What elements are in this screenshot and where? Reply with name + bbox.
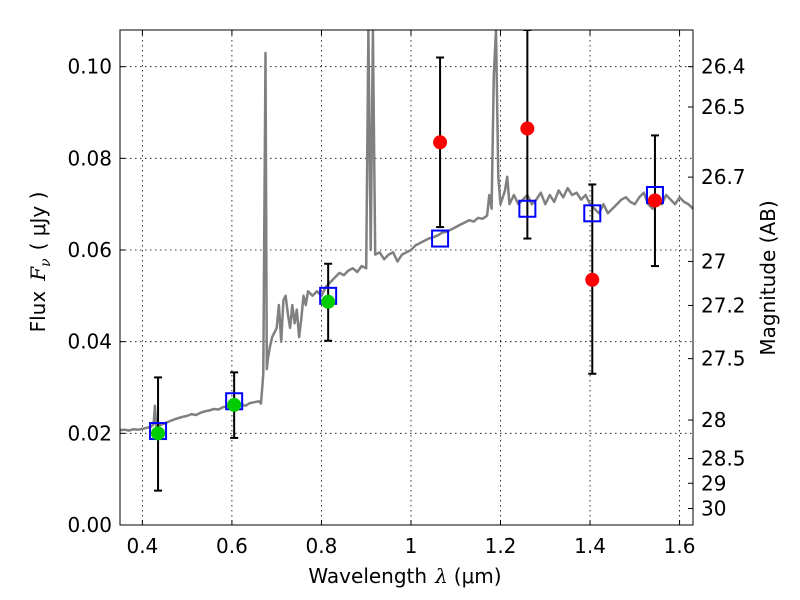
x-tick-label: 0.6 <box>216 534 248 558</box>
right-tick-label: 29 <box>701 471 726 495</box>
right-axis-title: Magnitude (AB) <box>756 200 780 355</box>
model-photometry-square <box>431 229 450 248</box>
x-tick-label: 0.8 <box>306 534 338 558</box>
right-tick-label: 26.5 <box>701 95 746 119</box>
detection-point <box>151 426 166 441</box>
grid-lines <box>120 30 693 525</box>
y-tick-label: 0.06 <box>67 238 112 262</box>
right-tick-label: 26.4 <box>701 55 746 79</box>
upper-limit-point <box>585 272 600 287</box>
plot-area <box>120 30 693 492</box>
model-spectrum-line <box>120 30 693 432</box>
y-tick-label: 0.08 <box>67 146 112 170</box>
right-tick-label: 26.7 <box>701 165 746 189</box>
upper-limit-point <box>433 135 448 150</box>
right-tick-label: 28 <box>701 408 726 432</box>
x-tick-label: 1.4 <box>574 534 606 558</box>
detection-point <box>227 397 242 412</box>
y-tick-label: 0.10 <box>67 55 112 79</box>
y-tick-label: 0.00 <box>67 513 112 537</box>
x-tick-label: 1.6 <box>664 534 696 558</box>
right-tick-label: 28.5 <box>701 447 746 471</box>
upper-limit-point <box>520 121 535 136</box>
plot-frame <box>119 29 694 526</box>
x-tick-label: 1.2 <box>485 534 517 558</box>
detection-point <box>321 294 336 309</box>
x-axis-title: Wavelength λ (μm) <box>308 564 501 588</box>
right-tick-label: 27 <box>701 249 726 273</box>
y-tick-label: 0.02 <box>67 421 112 445</box>
axis-ticks: 0.4 0.6 0.8 1 1.2 1.4 1.6 0.00 0.02 0.04 0.06 0.08 0… <box>67 30 746 558</box>
model-photometry-square <box>583 204 602 223</box>
right-tick-label: 27.2 <box>701 293 746 317</box>
model-photometry-square <box>518 199 537 218</box>
y-tick-label: 0.04 <box>67 330 112 354</box>
y-axis-title: FluxFν( μJy ) <box>26 192 54 333</box>
x-tick-label: 1 <box>405 534 418 558</box>
x-tick-label: 0.4 <box>126 534 158 558</box>
right-tick-label: 27.5 <box>701 347 746 371</box>
right-tick-label: 30 <box>701 497 726 521</box>
upper-limit-point <box>647 193 662 208</box>
